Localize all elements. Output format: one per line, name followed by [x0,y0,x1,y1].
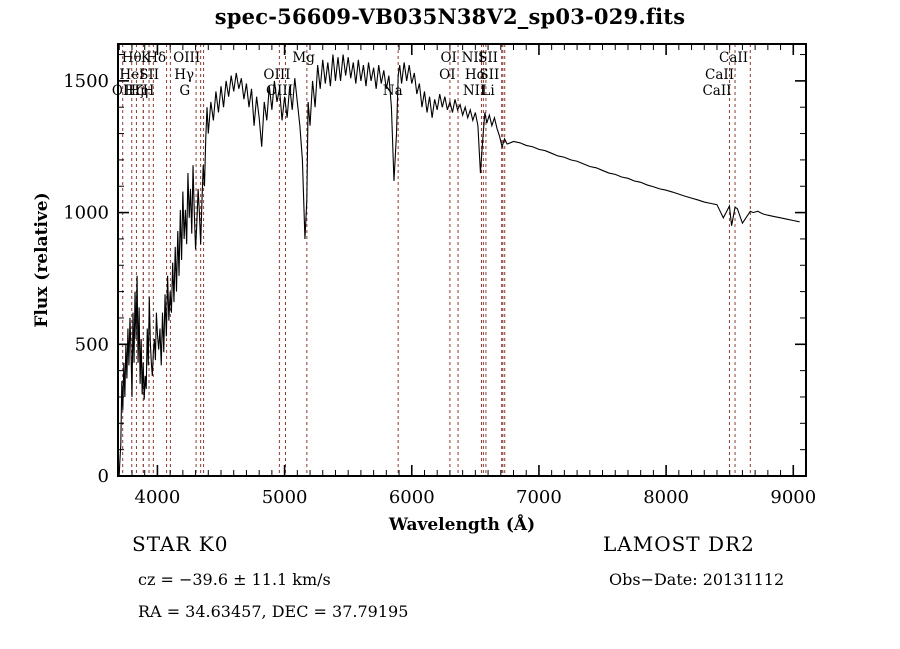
spectral-line-label-SII: SII [478,50,498,66]
spectral-line-label-SII: SII [479,67,499,83]
plot-frame [117,43,807,477]
spectral-line-label-NII: NII [463,83,485,99]
spectral-line-label-H: Hγ [174,67,194,83]
x-tick-label: 8000 [643,487,689,508]
x-tick-label: 4000 [135,487,181,508]
y-tick-label: 1000 [63,203,109,224]
spectral-line-label-CaII: CaII [705,67,734,83]
spectral-line-label-CaII: CaII [719,50,748,66]
object-class-text: STAR K0 [132,532,229,556]
page-title: spec-56609-VB035N38V2_sp03-029.fits [214,4,686,29]
spectral-line-label-NII: NII [462,50,484,66]
spectral-line-label-OI: OI [439,67,455,83]
y-axis-title: Flux (relative) [32,192,52,327]
spectral-line-label-CaII: CaII [702,83,731,99]
x-axis-title: Wavelength (Å) [388,513,535,535]
x-tick-label: 6000 [389,487,435,508]
spectral-line-label-K: K [141,50,152,66]
spectral-line-label-Mg: Mg [292,50,315,66]
spectral-line-label-SII: SII [139,67,159,83]
spectrum-trace [118,54,800,474]
x-tick-label: 5000 [262,487,308,508]
spectral-line-label-H: Hθ [122,50,142,66]
obs-date-text: Obs−Date: 20131112 [609,570,785,589]
spectral-line-label-H: Hδ [146,50,166,66]
coordinates-text: RA = 34.63457, DEC = 37.79195 [138,602,409,621]
y-tick-label: 500 [75,334,109,355]
spectral-line-label-OI: OI [440,50,456,66]
spectral-line-label-Na: Na [383,83,403,99]
spectral-line-label-H: Hη [128,83,148,99]
spectral-line-label-OIII: OIII [266,83,293,99]
spectral-line-label-H: Hζ [124,83,143,99]
spectral-line-label-OII: OII [112,83,134,99]
spectral-line-label-H: Hα [465,67,486,83]
x-tick-label: 9000 [770,487,816,508]
survey-text: LAMOST DR2 [603,532,755,556]
y-tick-label: 0 [98,466,109,487]
y-tick-label: 1500 [63,71,109,92]
spectral-line-label-HeI: HeI [119,67,144,83]
radial-velocity-text: cz = −39.6 ± 11.1 km/s [138,570,331,589]
x-tick-label: 7000 [516,487,562,508]
spectral-line-label-Li: Li [481,83,495,99]
spectral-line-label-H: H [143,83,155,99]
spectral-line-label-OIII: OIII [173,50,200,66]
spectral-line-label-G: G [179,83,190,99]
spectral-line-label-OIII: OIII [263,67,290,83]
